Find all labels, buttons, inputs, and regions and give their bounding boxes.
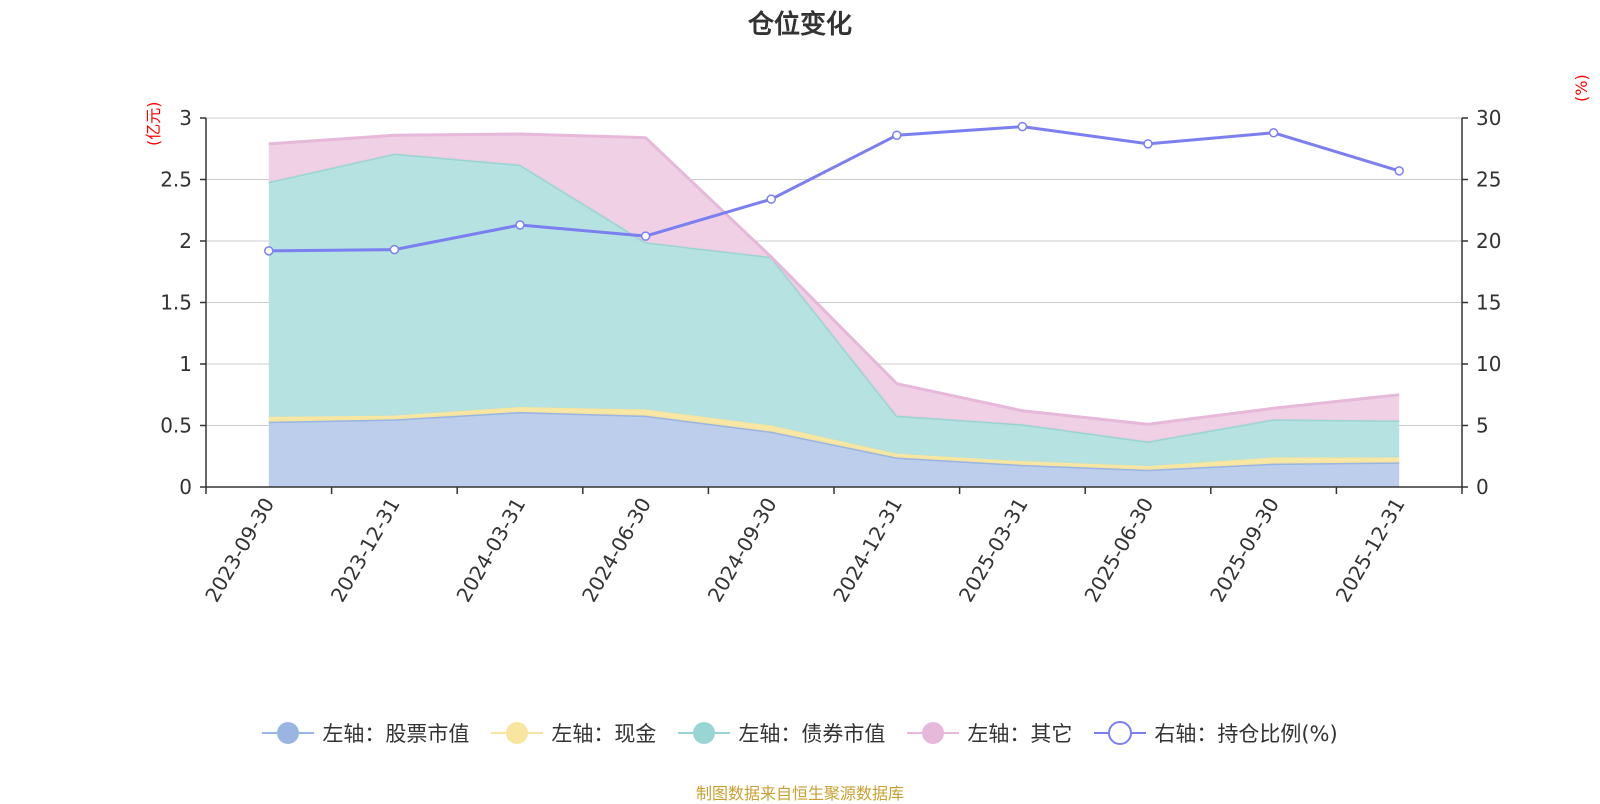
left-tick-label-2: 1 <box>179 352 192 376</box>
right-tick-label-3: 15 <box>1476 291 1501 315</box>
ratio-line <box>268 125 1400 253</box>
left-tick-label-6: 3 <box>179 106 192 130</box>
legend-stock-icon <box>262 722 315 744</box>
ratio-point-5 <box>892 130 902 140</box>
area-series-2 <box>268 153 1400 467</box>
x-tick-label-0: 2023-09-30 <box>200 494 279 607</box>
x-tick-label-2: 2024-03-31 <box>451 494 530 607</box>
ratio-point-7 <box>1143 139 1153 149</box>
left-tick-label-1: 0.5 <box>160 414 192 438</box>
legend-label-cash: 左轴：现金 <box>551 722 657 746</box>
legend-label-bond: 左轴：债券市值 <box>738 722 886 746</box>
legend-item-ratio[interactable]: 右轴：持仓比例(%) <box>1094 718 1338 748</box>
x-tick-label-1: 2023-12-31 <box>326 494 405 607</box>
ratio-point-9 <box>1394 166 1404 176</box>
legend-other-icon <box>907 722 960 744</box>
right-tick-label-5: 25 <box>1476 168 1501 192</box>
x-tick-label-5: 2024-12-31 <box>828 494 907 607</box>
legend-label-stock: 左轴：股票市值 <box>322 722 470 746</box>
legend-label-other: 左轴：其它 <box>967 722 1073 746</box>
left-tick-label-0: 0 <box>179 475 192 499</box>
data-source-note: 制图数据来自恒生聚源数据库 <box>695 784 904 803</box>
legend-item-stock[interactable]: 左轴：股票市值 <box>262 718 469 748</box>
legend: 左轴：股票市值 左轴：现金 左轴：债券市值 左轴：其它 右轴：持仓比例(%) <box>0 718 1600 748</box>
x-tick-label-6: 2025-03-31 <box>954 494 1033 607</box>
ratio-point-6 <box>1017 121 1028 132</box>
left-tick-label-5: 2.5 <box>160 168 192 192</box>
legend-item-bond[interactable]: 左轴：债券市值 <box>678 718 885 748</box>
legend-label-ratio: 右轴：持仓比例(%) <box>1154 722 1338 746</box>
right-tick-label-6: 30 <box>1476 106 1501 130</box>
left-tick-label-4: 2 <box>179 229 192 253</box>
x-tick-label-7: 2025-06-30 <box>1079 494 1158 607</box>
legend-ratio-icon <box>1094 721 1147 745</box>
ratio-point-4 <box>766 194 776 204</box>
legend-cash-icon <box>491 722 544 744</box>
chart-title: 仓位变化 <box>747 10 852 40</box>
legend-item-other[interactable]: 左轴：其它 <box>907 718 1072 748</box>
ratio-point-2 <box>515 220 525 230</box>
ratio-point-3 <box>640 231 651 241</box>
area-series-0 <box>268 411 1400 487</box>
legend-item-cash[interactable]: 左轴：现金 <box>491 718 656 748</box>
x-tick-label-4: 2024-09-30 <box>703 494 782 607</box>
right-tick-label-2: 10 <box>1476 352 1501 376</box>
x-tick-label-8: 2025-09-30 <box>1205 494 1284 607</box>
ratio-point-0 <box>264 246 274 256</box>
x-tick-label-9: 2025-12-31 <box>1331 494 1410 607</box>
ratio-point-1 <box>389 244 400 255</box>
right-tick-label-1: 5 <box>1476 414 1489 438</box>
area-series-1 <box>268 407 1400 470</box>
legend-bond-icon <box>678 722 731 744</box>
left-tick-label-3: 1.5 <box>160 291 192 315</box>
ratio-point-8 <box>1268 128 1279 138</box>
right-tick-label-0: 0 <box>1476 475 1489 499</box>
x-tick-label-3: 2024-06-30 <box>577 494 656 607</box>
right-tick-label-4: 20 <box>1476 229 1501 253</box>
area-line-series-3 <box>268 132 1400 426</box>
area-series-3 <box>268 133 1400 442</box>
